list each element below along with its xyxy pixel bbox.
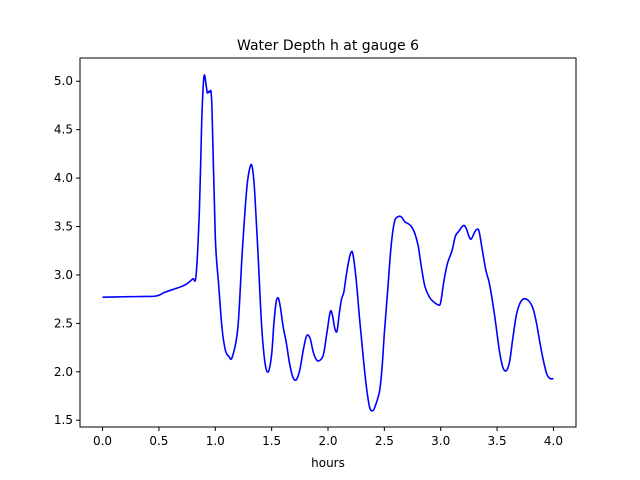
y-tick-label: 4.0: [54, 171, 73, 185]
y-tick-label: 2.0: [54, 365, 73, 379]
x-tick-label: 4.0: [544, 434, 563, 448]
series-line: [102, 74, 554, 412]
x-tick-label: 0.0: [93, 434, 112, 448]
y-tick-label: 3.0: [54, 268, 73, 282]
y-tick-label: 1.5: [54, 413, 73, 427]
chart-title: Water Depth h at gauge 6: [237, 38, 419, 54]
plot-area: [102, 74, 554, 412]
y-tick-label: 5.0: [54, 74, 73, 88]
x-axis: 0.0 0.5 1.0 1.5 2.0 2.5 3.0 3.5 4.0: [93, 427, 563, 448]
x-tick-label: 2.0: [318, 434, 337, 448]
x-tick-label: 3.5: [488, 434, 507, 448]
y-tick-label: 3.5: [54, 220, 73, 234]
x-tick-label: 2.5: [375, 434, 394, 448]
y-tick-label: 4.5: [54, 123, 73, 137]
y-tick-label: 2.5: [54, 316, 73, 330]
y-axis: 1.5 2.0 2.5 3.0 3.5 4.0 4.5 5.0: [54, 74, 80, 427]
x-tick-label: 3.0: [431, 434, 450, 448]
x-tick-label: 0.5: [149, 434, 168, 448]
x-tick-label: 1.0: [206, 434, 225, 448]
x-axis-label: hours: [311, 456, 345, 470]
x-tick-label: 1.5: [262, 434, 281, 448]
